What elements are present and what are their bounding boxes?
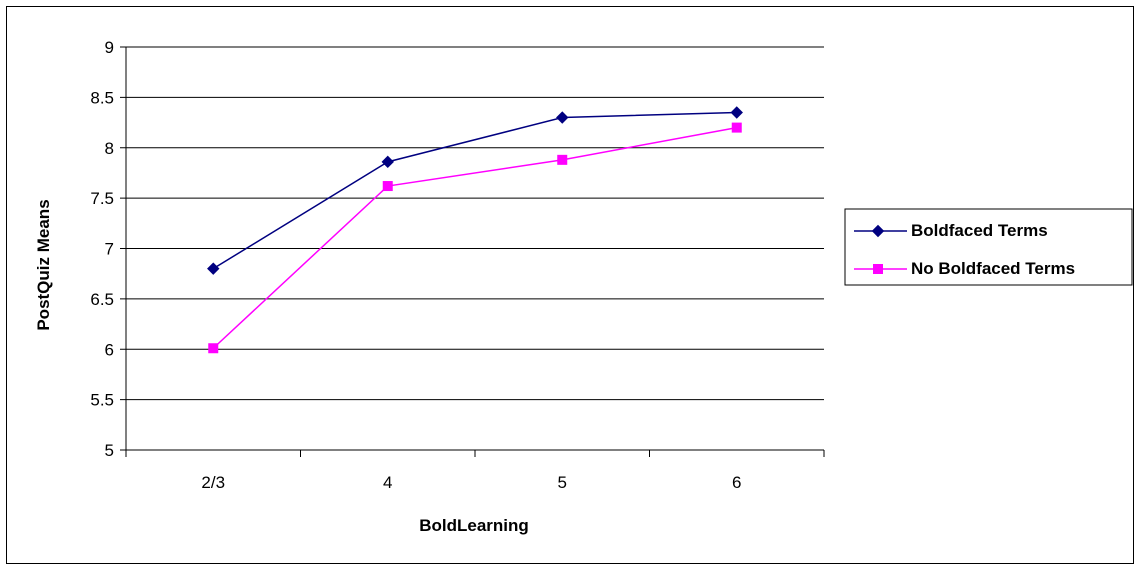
y-tick-label: 8.5 — [90, 88, 114, 107]
x-axis-ticks: 2/3 4 5 6 — [125, 450, 825, 492]
legend-item: No Boldfaced Terms — [854, 259, 1075, 278]
data-point — [207, 262, 220, 275]
legend-marker — [871, 224, 885, 238]
data-point — [208, 343, 219, 354]
y-tick-label: 5.5 — [90, 391, 114, 410]
series-2 — [208, 122, 742, 354]
legend-marker — [873, 264, 883, 274]
y-tick-label: 7.5 — [90, 189, 114, 208]
series-layer — [207, 106, 743, 354]
data-point — [381, 155, 394, 169]
y-axis-ticks: 5 5.5 6 6.5 7 7.5 8 8.5 9 — [90, 38, 126, 460]
y-tick-label: 6.5 — [90, 290, 114, 309]
gridlines — [126, 46, 824, 401]
legend-label: No Boldfaced Terms — [911, 259, 1075, 278]
series-line — [212, 111, 737, 270]
series-line — [212, 126, 737, 349]
legend-item: Boldfaced Terms — [854, 221, 1048, 240]
x-tick-label: 5 — [558, 473, 567, 492]
y-tick-label: 8 — [105, 139, 114, 158]
y-tick-label: 7 — [105, 240, 114, 259]
y-tick-label: 5 — [105, 441, 114, 460]
data-point — [382, 181, 393, 192]
legend: Boldfaced Terms No Boldfaced Terms — [844, 208, 1133, 286]
series-1 — [207, 106, 743, 275]
legend-box — [844, 208, 1133, 286]
x-tick-label: 4 — [383, 473, 392, 492]
data-point — [730, 106, 743, 119]
x-tick-label: 6 — [732, 473, 741, 492]
x-tick-label: 2/3 — [201, 473, 225, 492]
data-point — [556, 111, 569, 124]
x-axis-title: BoldLearning — [419, 516, 529, 535]
y-tick-label: 6 — [105, 340, 114, 359]
legend-label: Boldfaced Terms — [911, 221, 1048, 240]
y-axis-title: PostQuiz Means — [34, 199, 53, 330]
data-point — [557, 154, 568, 165]
data-point — [731, 122, 742, 133]
y-tick-label: 9 — [105, 38, 114, 57]
